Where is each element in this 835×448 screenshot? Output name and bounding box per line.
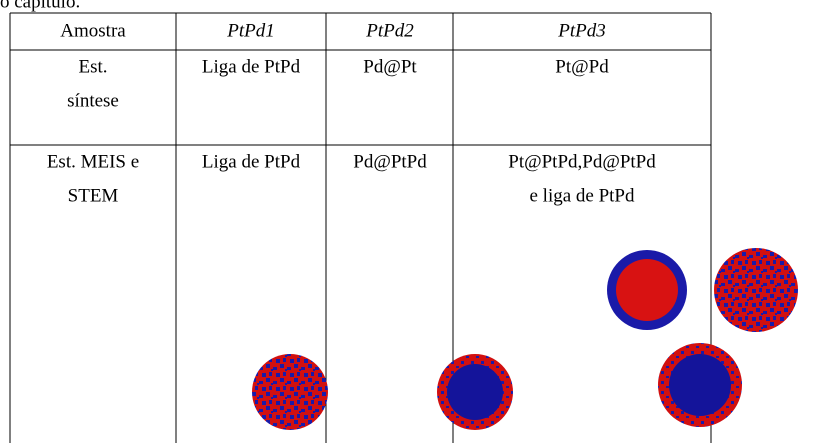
- caption-fragment: o capítulo.: [0, 0, 80, 12]
- header-cell: PtPd2: [365, 20, 414, 41]
- header-cell: PtPd1: [226, 20, 275, 41]
- table-grid: [9, 12, 712, 443]
- table-cell: Est. MEIS e: [47, 151, 139, 172]
- particle-core: [616, 259, 678, 321]
- particle-core: [447, 364, 503, 420]
- table-cell: STEM: [68, 185, 119, 206]
- particle-core: [669, 354, 731, 416]
- table-cell: e liga de PtPd: [529, 185, 635, 206]
- table-cell: Pt@PtPd,Pd@PtPd: [508, 151, 656, 172]
- nanoparticles: [252, 248, 798, 430]
- header-cell: Amostra: [60, 20, 126, 41]
- table-cell: Liga de PtPd: [202, 151, 301, 172]
- table-cell: Pd@Pt: [363, 56, 417, 77]
- table-cell: Pt@Pd: [555, 56, 609, 77]
- table-cell: Liga de PtPd: [202, 56, 301, 77]
- table-cell: Est.: [78, 56, 107, 77]
- table-cell: síntese: [67, 90, 119, 111]
- particle-alloy: [714, 248, 798, 332]
- table-cell: Pd@PtPd: [353, 151, 427, 172]
- particle-alloy: [252, 354, 328, 430]
- table-cells: Amostra PtPd1 PtPd2 PtPd3 Est. síntese Liga de…: [47, 20, 656, 206]
- header-cell: PtPd3: [557, 20, 606, 41]
